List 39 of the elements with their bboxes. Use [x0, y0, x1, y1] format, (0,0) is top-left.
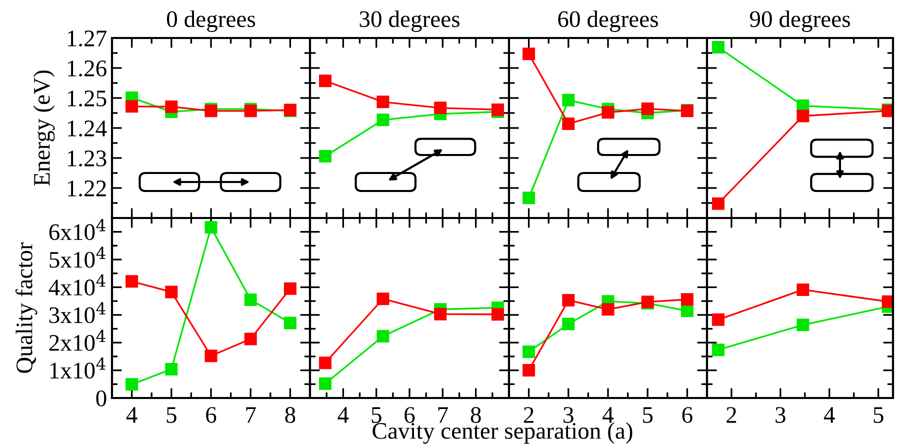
- y-tick-label: 1.22: [68, 180, 106, 197]
- x-tick-label: 4: [824, 407, 835, 423]
- x-tick-label: 7: [438, 407, 448, 423]
- y-tick-label: 0: [96, 390, 106, 406]
- x-tick-label: 6: [404, 407, 415, 423]
- x-tick-label: 7: [246, 407, 256, 423]
- y-tick-label: 6x10$^{4}$: [49, 219, 106, 240]
- chart-title: 0 degrees: [166, 10, 256, 32]
- x-tick-label: 5: [643, 407, 653, 423]
- y-tick-label: 1.27: [68, 30, 106, 47]
- x-tick-label: 8: [470, 407, 481, 423]
- x-axis-title: Cavity center separation (a): [372, 422, 632, 444]
- y-tick-label: 1.24: [68, 120, 107, 137]
- x-tick-label: 4: [338, 407, 349, 423]
- y-tick-label: 1.26: [68, 60, 106, 77]
- x-tick-label: 5: [372, 407, 382, 423]
- y-axis-title: Quality factor: [16, 242, 38, 373]
- y-tick-label: 4x10$^{4}$: [48, 274, 106, 296]
- chart-title: 90 degrees: [750, 10, 850, 32]
- x-tick-label: 4: [602, 407, 614, 423]
- x-tick-label: 3: [776, 407, 786, 423]
- x-tick-label: 6: [206, 407, 216, 423]
- x-tick-label: 5: [874, 407, 884, 423]
- x-tick-label: 5: [166, 407, 176, 423]
- y-tick-label: 5x10$^{4}$: [50, 246, 106, 268]
- y-tick-label: 1x10$^{4}$: [50, 357, 106, 379]
- y-tick-label: 2x10$^{4}$: [49, 330, 106, 351]
- x-tick-label: 3: [564, 407, 574, 423]
- x-tick-label: 2: [726, 407, 736, 423]
- chart-title: 30 degrees: [360, 10, 460, 32]
- y-tick-label: 1.23: [68, 150, 106, 167]
- x-tick-label: 4: [126, 407, 138, 423]
- y-tick-label: 3x10$^{4}$: [49, 302, 106, 324]
- chart-title: 60 degrees: [558, 10, 658, 32]
- x-tick-label: 8: [285, 407, 296, 423]
- x-tick-label: 6: [682, 407, 692, 423]
- y-axis-title: Energy (eV): [33, 70, 55, 186]
- x-tick-label: 2: [524, 407, 534, 423]
- y-tick-label: 1.25: [68, 90, 106, 107]
